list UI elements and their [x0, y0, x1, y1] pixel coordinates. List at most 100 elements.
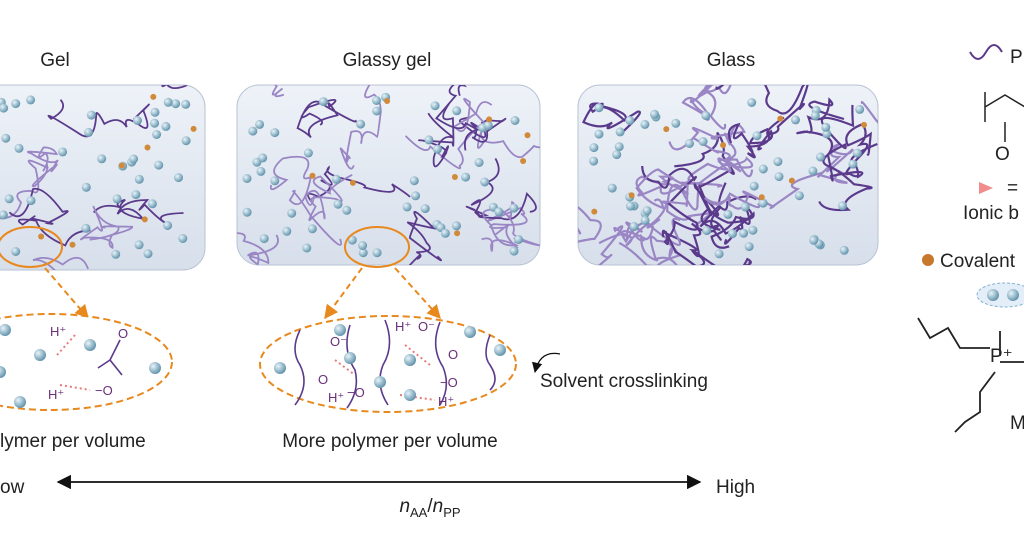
axis-label: nAA/nPP — [399, 496, 460, 520]
ion — [625, 116, 635, 125]
chain — [396, 210, 442, 265]
ion — [347, 235, 357, 245]
ion — [147, 199, 157, 209]
ion — [640, 119, 650, 129]
network — [237, 85, 540, 265]
network — [578, 85, 878, 265]
ion — [307, 224, 317, 234]
ion — [852, 148, 862, 158]
crosslink — [720, 142, 727, 149]
zoom-label: H⁺ — [395, 319, 411, 334]
zoom-label: H⁺ — [438, 394, 454, 409]
zoom-label: −O — [347, 385, 365, 400]
chain — [258, 85, 340, 98]
polymer-icon — [969, 44, 1003, 60]
ionic-icon — [979, 182, 993, 194]
chain — [715, 85, 809, 136]
ion — [838, 201, 848, 211]
chain — [598, 221, 659, 262]
boxes — [0, 84, 879, 271]
ion — [342, 205, 352, 215]
chain — [80, 205, 134, 250]
chain — [816, 143, 854, 184]
crosslink — [384, 98, 391, 104]
zoom-label: −O — [440, 375, 458, 390]
crosslink — [144, 144, 151, 151]
ion — [642, 206, 652, 216]
crosslink — [451, 174, 458, 180]
ion — [150, 107, 160, 117]
ion — [1007, 289, 1019, 301]
ion — [11, 99, 21, 109]
panel-title: Glassy gel — [343, 50, 432, 71]
ion — [270, 176, 280, 186]
ion — [758, 164, 768, 174]
chain — [26, 146, 59, 188]
legend-text: P⁺ — [990, 346, 1013, 367]
ion — [614, 142, 624, 152]
zoom-label: O — [448, 347, 458, 362]
chain — [796, 97, 864, 182]
caption: lymer per volume — [0, 431, 146, 452]
ion — [744, 242, 754, 252]
crosslink — [591, 208, 598, 215]
ion — [594, 129, 604, 139]
ion — [4, 194, 14, 204]
chain — [727, 122, 774, 159]
ion — [752, 131, 762, 141]
ion — [358, 248, 368, 258]
ion — [26, 196, 36, 206]
chain — [296, 98, 357, 139]
ion — [58, 147, 68, 157]
ion — [749, 181, 759, 191]
zoom-ellipse — [259, 315, 517, 413]
ion — [723, 209, 733, 219]
ion — [0, 103, 9, 113]
chain — [306, 165, 411, 204]
ion — [134, 240, 144, 250]
crosslink — [454, 230, 461, 237]
crosslink — [486, 116, 493, 123]
legend: P O = Ionic b Covalent P⁺ M — [917, 44, 1024, 434]
ion — [259, 234, 269, 244]
ion — [0, 366, 6, 378]
ion — [464, 326, 476, 338]
ion — [402, 202, 412, 212]
ion — [282, 226, 292, 236]
ion — [181, 99, 191, 109]
ion — [344, 352, 356, 364]
ion — [358, 241, 368, 250]
ion — [14, 396, 26, 408]
ion — [84, 339, 96, 351]
chain — [635, 168, 689, 229]
ion — [255, 119, 265, 129]
ion — [848, 159, 858, 169]
ion — [404, 354, 416, 366]
zoom-ellipse — [0, 313, 173, 411]
chain — [618, 235, 686, 265]
ion — [774, 172, 784, 182]
ion — [287, 208, 297, 218]
annotation-arrow — [532, 352, 561, 374]
ion — [629, 222, 639, 231]
ion — [242, 174, 252, 183]
ion — [84, 127, 94, 137]
ion — [698, 137, 708, 146]
ion — [331, 174, 341, 184]
ion — [701, 111, 711, 121]
ion — [607, 183, 617, 193]
covalent-icon — [922, 254, 934, 266]
ion — [302, 243, 312, 253]
ion — [509, 203, 519, 213]
ion — [374, 376, 386, 388]
glass-box — [577, 84, 879, 266]
zoom-label: O — [118, 326, 128, 341]
ion — [747, 98, 757, 107]
ion — [474, 158, 484, 167]
ion — [152, 130, 162, 139]
chain — [704, 171, 823, 210]
ion — [432, 144, 442, 154]
zoom-label: O⁻ — [418, 319, 435, 334]
chain — [582, 102, 641, 132]
